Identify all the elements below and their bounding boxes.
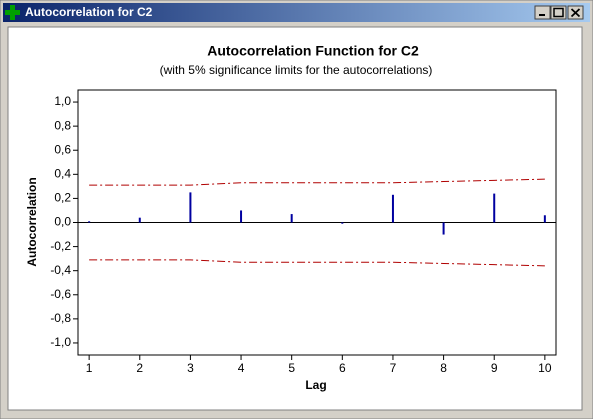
- chart-subtitle: (with 5% significance limits for the aut…: [160, 63, 433, 77]
- chart-title: Autocorrelation Function for C2: [207, 43, 419, 59]
- x-tick-label: 8: [440, 361, 447, 375]
- y-tick-label: 1,0: [54, 94, 71, 108]
- x-axis-title: Lag: [305, 378, 326, 392]
- y-tick-label: 0,2: [54, 191, 71, 205]
- app-icon: [5, 5, 20, 20]
- minimize-button[interactable]: [534, 5, 551, 20]
- y-tick-label: 0,4: [54, 166, 71, 180]
- x-tick-label: 7: [390, 361, 397, 375]
- y-axis-title: Autocorrelation: [25, 177, 39, 266]
- y-tick-label: -0,8: [50, 311, 71, 325]
- y-tick-label: 0,6: [54, 142, 71, 156]
- x-tick-label: 4: [238, 361, 245, 375]
- acf-bar: [240, 210, 243, 223]
- acf-bar: [138, 217, 141, 223]
- x-tick-label: 1: [86, 361, 93, 375]
- x-tick-label: 5: [288, 361, 295, 375]
- acf-bar: [391, 194, 394, 223]
- acf-bar: [442, 222, 445, 235]
- close-button[interactable]: [567, 5, 584, 20]
- acf-bar: [290, 214, 293, 223]
- title-bar: [3, 3, 590, 22]
- x-tick-label: 6: [339, 361, 346, 375]
- y-tick-label: 0,8: [54, 118, 71, 132]
- x-tick-label: 2: [136, 361, 143, 375]
- x-tick-label: 10: [538, 361, 552, 375]
- y-tick-label: -0,4: [50, 263, 71, 277]
- acf-bar: [189, 192, 192, 223]
- acf-bar: [341, 222, 344, 224]
- y-tick-label: -0,6: [50, 287, 71, 301]
- y-tick-label: -0,2: [50, 239, 71, 253]
- maximize-button[interactable]: [550, 5, 567, 20]
- y-tick-label: 0,0: [54, 215, 71, 229]
- x-tick-label: 9: [491, 361, 498, 375]
- significance-limit: [89, 259, 545, 267]
- graph-area: [7, 26, 583, 411]
- acf-bar: [543, 215, 546, 223]
- acf-bar: [493, 193, 496, 223]
- y-tick-label: -1,0: [50, 335, 71, 349]
- x-tick-label: 3: [187, 361, 194, 375]
- significance-limit: [89, 178, 545, 186]
- window-title: Autocorrelation for C2: [25, 5, 153, 19]
- acf-bar: [88, 221, 91, 223]
